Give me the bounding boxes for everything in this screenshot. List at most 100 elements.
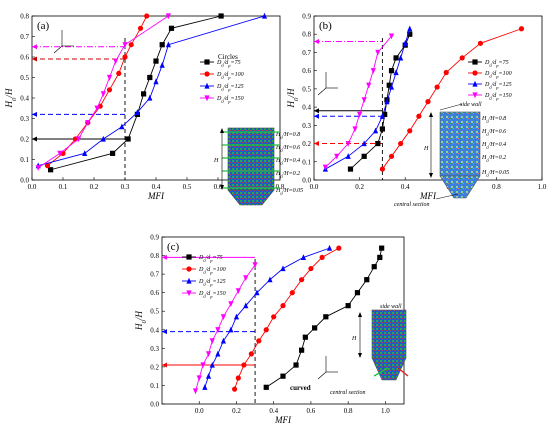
data-point [116,70,122,76]
x-tick-label: 0.5 [183,183,192,191]
data-point [48,167,54,173]
data-point [263,384,269,390]
y-tick-label: 0.8 [20,13,29,21]
data-point [379,245,385,251]
guide-arrow [314,39,319,45]
y-tick-label: 0.4 [20,95,29,103]
y-tick-label: 0.2 [302,140,311,148]
data-point [379,166,385,172]
data-point [477,40,484,46]
inset-label: H0/H=0.2 [275,171,300,179]
data-point [122,42,128,48]
data-point [379,113,385,119]
guide-arrow [162,329,167,335]
series-line-0 [50,15,222,171]
inset-label: side wall [460,102,482,108]
data-point [366,82,372,89]
inset-model-b [429,103,481,200]
y-axis-label: H0/H [134,311,148,331]
data-point [280,373,286,379]
y-tick-label: 0.3 [150,345,159,353]
y-tick-label: 0.5 [302,85,311,93]
series-line-1 [47,15,148,167]
data-point [228,301,234,307]
data-point [106,74,113,81]
data-point [200,362,206,369]
series-line-1 [234,247,340,390]
inset-label: H0/H=0.8 [481,116,506,124]
legend-entry: D0/dp=125 [198,279,226,287]
legend: D0/dp=75 D0/dp=100 D0/dp=125 D0/dp=150 [468,59,512,101]
data-point [323,314,329,320]
data-point [388,33,395,40]
legend: D0/dp=75 D0/dp=100 D0/dp=125 D0/dp=150 [200,59,244,104]
plot-frame [313,15,543,181]
data-point [261,12,268,19]
guide-arrow [314,141,319,147]
panel-label: (c) [167,241,180,253]
data-point [159,42,165,48]
data-point [125,136,131,142]
inset-label: side wall [380,304,402,310]
data-point [388,83,395,90]
data-point [209,361,215,368]
legend-entry: D0/dp=150 [198,291,226,299]
data-point [215,350,221,357]
inset-label: H0/H=0.4 [275,157,300,166]
x-tick-label: 0.6 [214,183,223,191]
data-point [218,13,224,19]
y-tick-label: 0.5 [150,308,159,316]
x-tick-label: 0.0 [28,183,37,191]
legend-entry: D0/dp=150 [484,93,512,101]
data-point [334,153,340,160]
chart-panel-a: 0.0 0.1 0.2 0.3 0.4 0.5 0.6 0.7 0.8 0.0 0.1 0.2 0.3 0… [4,13,303,202]
legend-entry: D0/dp=100 [216,72,244,80]
data-point [228,326,234,333]
data-point [377,254,383,261]
data-point [106,87,113,93]
legend-marker [186,254,192,260]
legend-marker [186,277,192,284]
y-tick-label: 0.4 [150,326,159,334]
y-tick-label: 0.7 [150,271,159,279]
legend-entry: D0/dp=75 [484,60,509,68]
data-point [361,140,367,147]
data-point [289,290,295,296]
inset-label: H [213,158,219,164]
data-point [147,74,153,81]
data-point [375,140,381,147]
legend-marker [186,290,192,297]
data-point [384,98,390,105]
legend-marker [472,59,478,65]
data-point [459,55,465,61]
axes-glyph-a [53,30,74,54]
data-point [434,84,440,90]
y-tick-label: 0.0 [150,401,159,409]
data-point [119,123,125,130]
annotation: Circles [218,53,238,61]
data-point [252,262,258,269]
legend: D0/dp=75 D0/dp=100 D0/dp=125 D0/dp=150 [182,254,226,299]
y-axis-label: H0/H [4,88,18,108]
data-point [308,265,314,272]
data-point [407,25,413,32]
data-point [364,277,370,283]
y-tick-label: 0.1 [150,382,159,390]
legend-marker [472,80,478,87]
guide-arrow [32,136,37,142]
data-point [518,26,525,32]
x-tick-label: 0.8 [344,407,353,415]
series-line-2 [38,15,265,167]
data-point [233,313,240,320]
data-point [299,347,305,353]
legend-entry: D0/dp=150 [216,96,244,104]
x-tick-label: 1.0 [538,183,547,191]
data-point [271,314,277,320]
data-point [220,337,227,344]
y-tick-label: 0.0 [20,177,29,185]
chart-panel-c: 0.0 0.2 0.4 0.6 0.8 1.0 0.0 0.1 0.2 0.3 0.4 0.5 0.6 0… [134,234,405,425]
y-tick-label: 0.7 [20,33,29,41]
y-tick-label: 0.0 [302,177,311,185]
inset-label: H0/H=0.05 [481,170,509,178]
data-point [293,362,299,368]
